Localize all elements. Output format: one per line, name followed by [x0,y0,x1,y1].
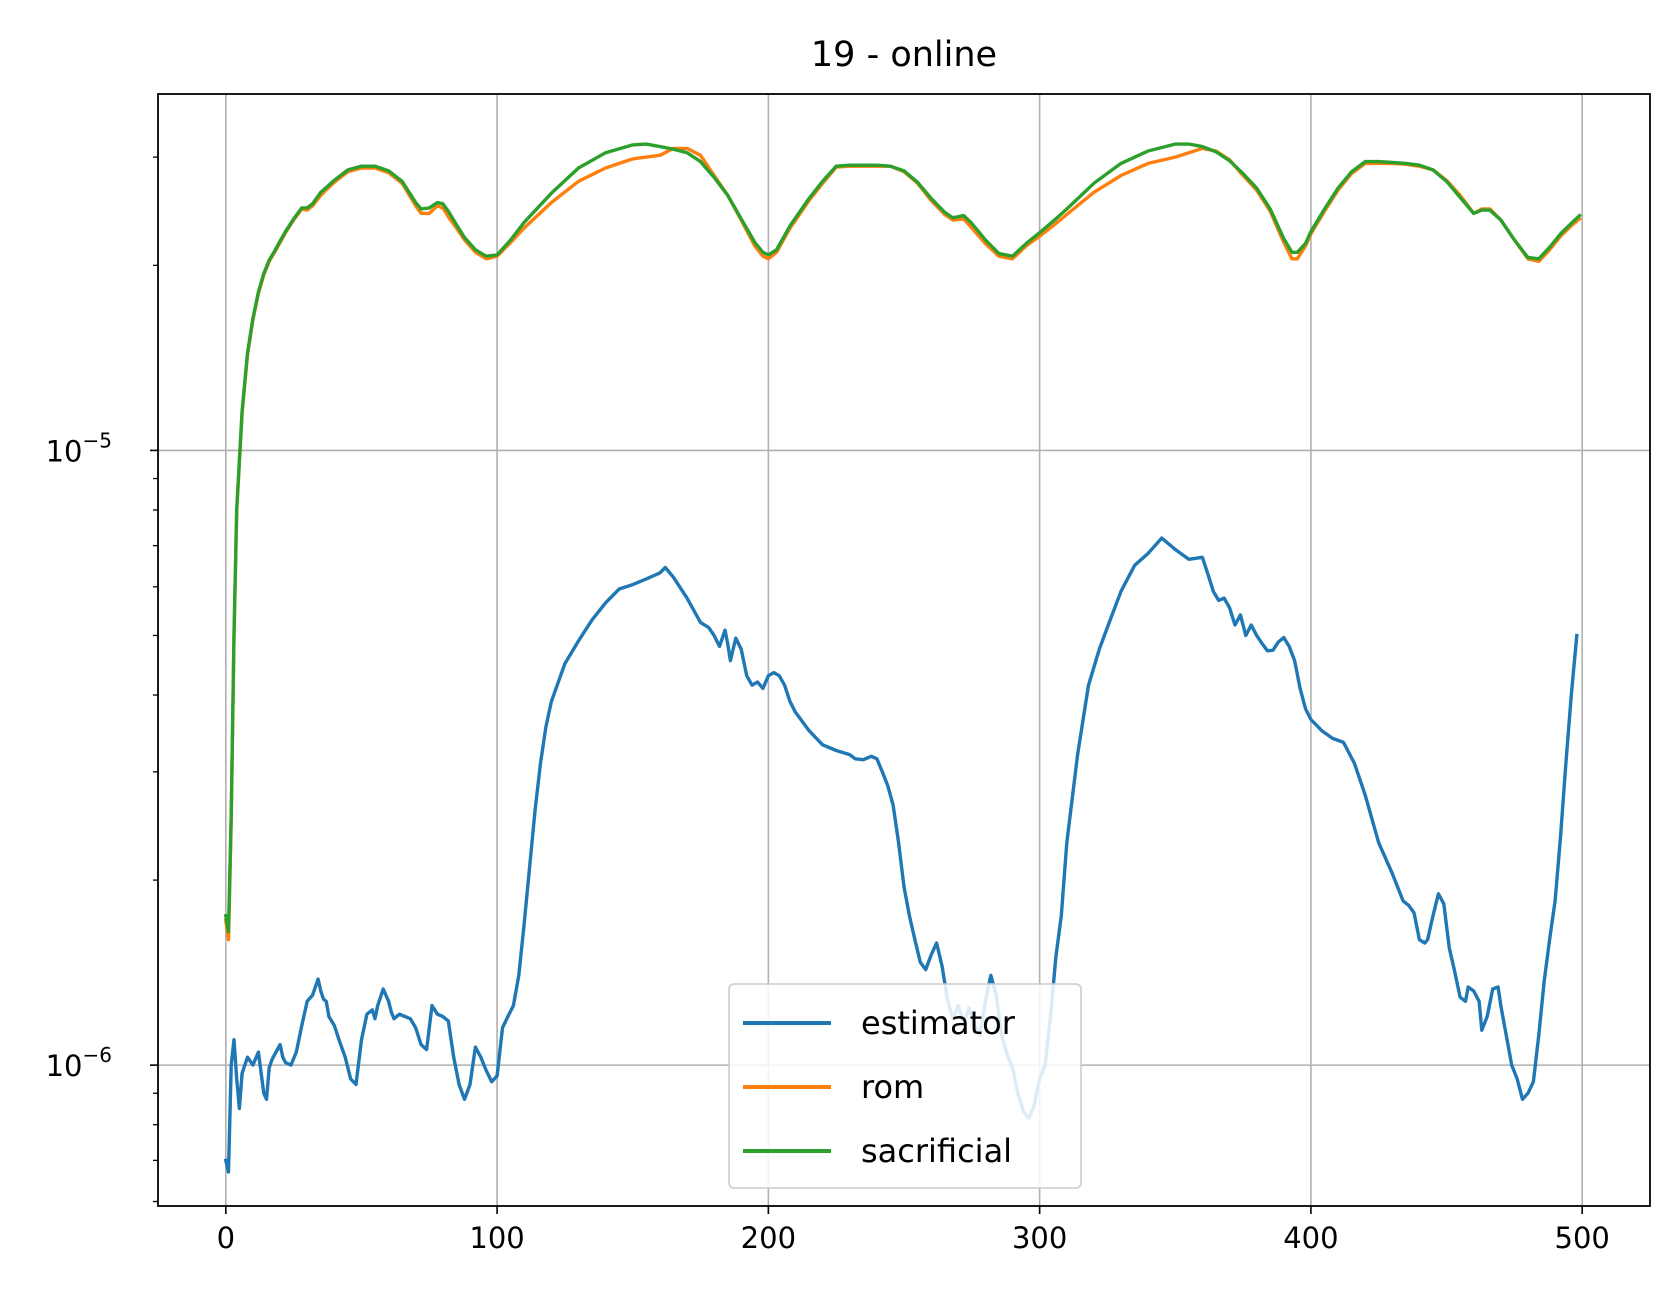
grid [158,94,1650,1206]
legend-box [728,983,1082,1189]
x-tick-label: 500 [1555,1221,1610,1255]
series-line-estimator [223,536,1579,1174]
y-tick-label-base: 10 [46,1049,83,1083]
y-tick-label: 10−6 [46,1043,112,1083]
series-group [223,142,1582,1174]
y-tick-label: 10−5 [46,428,112,468]
x-tick-label: 300 [1012,1221,1067,1255]
legend-label-sacrificial: sacrificial [861,1132,1012,1170]
x-tick-label: 200 [741,1221,796,1255]
plot-frame [157,93,1651,1207]
x-tick-label: 0 [217,1221,235,1255]
legend-label-estimator: estimator [861,1004,1016,1042]
y-tick-label-base: 10 [46,434,83,468]
series-line-sacrificial [223,142,1582,934]
x-tick-label: 100 [469,1221,524,1255]
y-tick-label-exponent: −5 [83,428,112,452]
x-tick-label: 400 [1283,1221,1338,1255]
legend: estimator rom sacrificial [728,983,1082,1189]
legend-label-rom: rom [861,1068,924,1106]
y-tick-label-exponent: −6 [83,1043,112,1067]
chart-title: 19 - online [811,35,997,75]
